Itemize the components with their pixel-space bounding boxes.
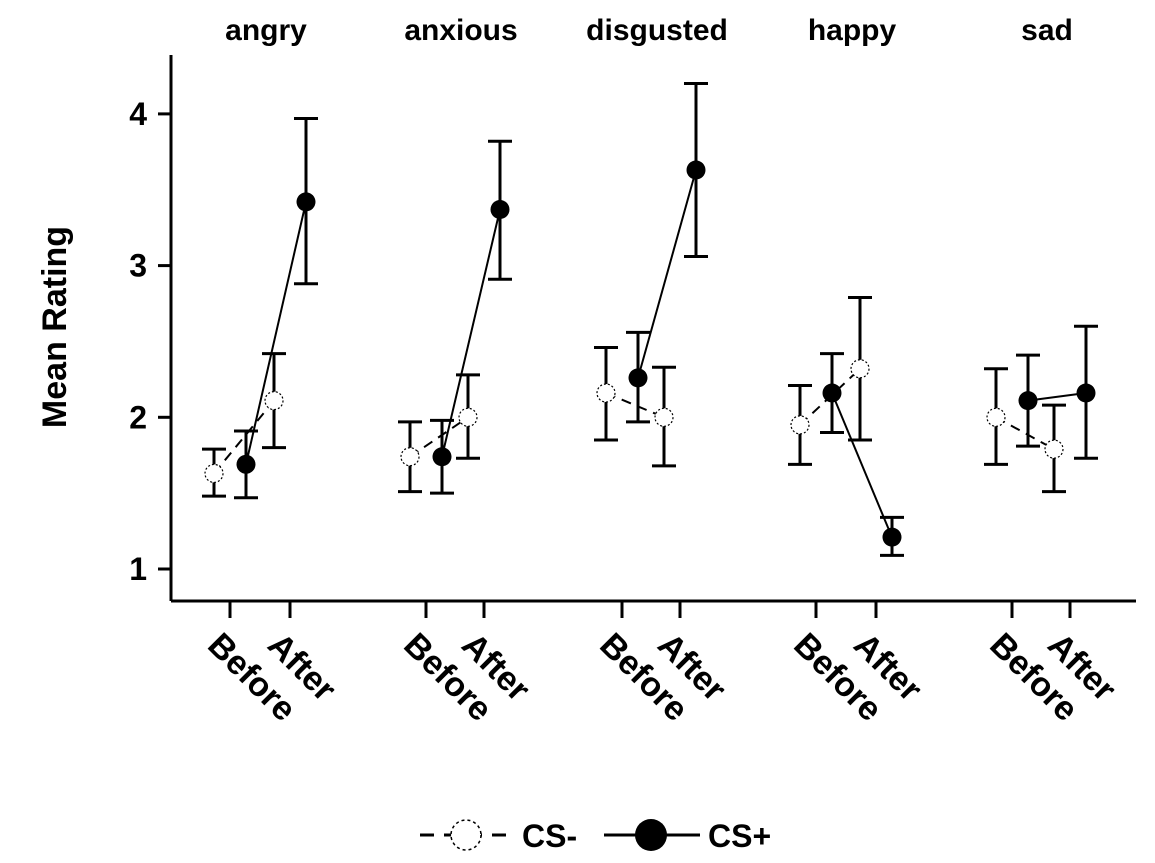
- data-point-cs-minus: [204, 463, 224, 484]
- panel-title: happy: [808, 14, 897, 47]
- panel-title: sad: [1021, 14, 1073, 47]
- data-point-cs-minus: [458, 407, 478, 427]
- data-point-cs-minus: [264, 391, 284, 411]
- data-point-cs-minus: [400, 447, 420, 467]
- data-point-cs-minus: [596, 383, 616, 403]
- data-point-cs-plus: [296, 192, 316, 212]
- data-point-cs-plus: [490, 199, 510, 219]
- data-point-cs-plus: [236, 454, 256, 474]
- series-line-cs-plus: [1027, 392, 1087, 402]
- y-axis-title: Mean Rating: [36, 226, 74, 428]
- legend-marker-cs-plus: [635, 819, 667, 851]
- y-tick-label: 3: [129, 248, 147, 284]
- data-point-cs-plus: [686, 160, 706, 180]
- panel-title: anxious: [404, 14, 517, 47]
- y-tick-label: 4: [129, 96, 147, 132]
- panel-title: disgusted: [586, 14, 728, 47]
- data-point-cs-plus: [432, 447, 452, 467]
- series-line-cs-plus: [637, 169, 697, 379]
- series-line-cs-plus: [245, 201, 307, 465]
- legend-label-cs-minus: CS-: [522, 818, 577, 854]
- data-point-cs-plus: [1018, 391, 1038, 411]
- series-line-cs-minus: [605, 392, 665, 419]
- data-point-cs-plus: [882, 527, 902, 547]
- data-point-cs-plus: [822, 383, 842, 403]
- data-point-cs-minus: [1044, 439, 1064, 459]
- axes: 1 2 3 4 Mean Rating: [36, 55, 1136, 603]
- y-tick-label: 1: [129, 551, 147, 587]
- data-point-cs-minus: [790, 415, 810, 435]
- data-point-cs-minus: [986, 407, 1006, 427]
- data-point-cs-minus: [654, 407, 674, 427]
- series-line-cs-plus: [831, 392, 893, 538]
- data-point-cs-plus: [1076, 383, 1096, 403]
- panel-title: angry: [225, 14, 307, 47]
- series-line-cs-minus: [409, 416, 469, 458]
- series-line-cs-minus: [995, 416, 1055, 451]
- series-line-cs-plus: [441, 209, 501, 457]
- data-point-cs-plus: [628, 368, 648, 388]
- y-tick-label: 2: [129, 399, 147, 435]
- legend: CS- CS+: [420, 818, 771, 854]
- legend-label-cs-plus: CS+: [708, 818, 771, 854]
- legend-marker-cs-minus: [450, 819, 482, 851]
- data-point-cs-minus: [850, 359, 870, 379]
